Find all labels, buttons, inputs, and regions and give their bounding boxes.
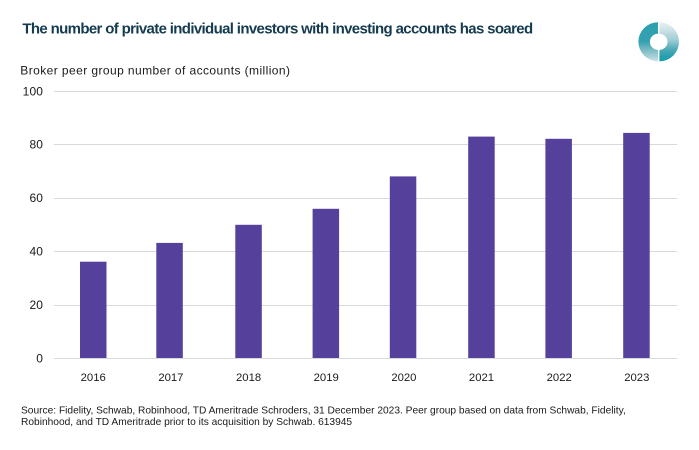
svg-text:2018: 2018 <box>236 372 261 384</box>
svg-text:2020: 2020 <box>391 372 416 384</box>
svg-text:The number of private individu: The number of private individual investo… <box>22 21 533 38</box>
svg-text:20: 20 <box>29 298 43 312</box>
svg-text:40: 40 <box>29 245 43 259</box>
svg-text:2022: 2022 <box>547 372 572 384</box>
svg-text:Source: Fidelity, Schwab, Robi: Source: Fidelity, Schwab, Robinhood, TD … <box>21 405 626 416</box>
svg-text:2021: 2021 <box>469 372 494 384</box>
svg-text:2023: 2023 <box>624 372 649 384</box>
svg-text:Robinhood, and TD Ameritrade p: Robinhood, and TD Ameritrade prior to it… <box>21 417 352 428</box>
svg-text:60: 60 <box>29 191 43 205</box>
svg-text:100: 100 <box>23 84 44 98</box>
svg-text:2017: 2017 <box>158 372 183 384</box>
svg-text:2016: 2016 <box>81 372 106 384</box>
svg-text:2019: 2019 <box>314 372 339 384</box>
svg-text:0: 0 <box>36 351 43 365</box>
svg-text:Broker peer group number of ac: Broker peer group number of accounts (mi… <box>20 64 290 78</box>
svg-text:80: 80 <box>29 138 43 152</box>
